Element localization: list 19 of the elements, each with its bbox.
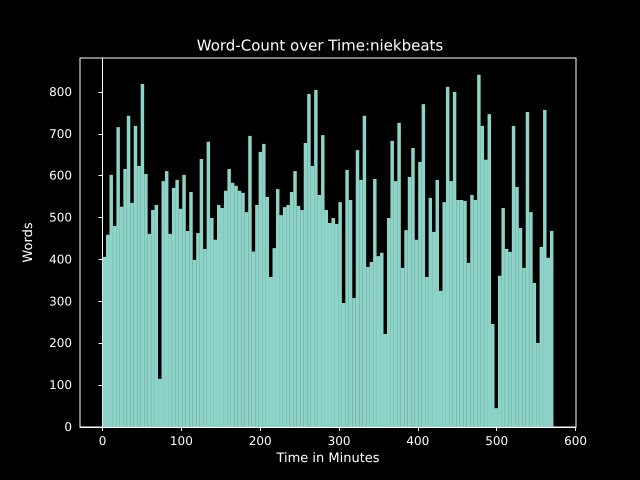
x-tick-label: 100 — [170, 434, 193, 448]
x-axis-title: Time in Minutes — [275, 450, 380, 466]
x-tick-label: 600 — [564, 434, 587, 448]
x-tick-label: 200 — [248, 434, 272, 448]
y-tick-label: 800 — [49, 84, 72, 99]
y-tick-label: 200 — [49, 336, 72, 350]
y-tick-label: 400 — [49, 252, 72, 266]
y-axis-title: Words — [21, 222, 36, 263]
x-tick-label: 0 — [98, 434, 106, 448]
y-tick-label: 0 — [64, 420, 72, 434]
x-tick-label: 500 — [485, 434, 508, 448]
y-tick-label: 300 — [49, 294, 72, 308]
x-tick-label: 300 — [328, 434, 350, 448]
y-tick-label: 600 — [49, 168, 72, 183]
x-tick-label: 400 — [406, 434, 430, 448]
y-tick-label: 700 — [49, 126, 72, 141]
y-tick-label: 100 — [49, 378, 72, 392]
chart-title: Word-Count over Time:niekbeats — [196, 36, 444, 54]
y-tick-label: 500 — [49, 210, 72, 225]
